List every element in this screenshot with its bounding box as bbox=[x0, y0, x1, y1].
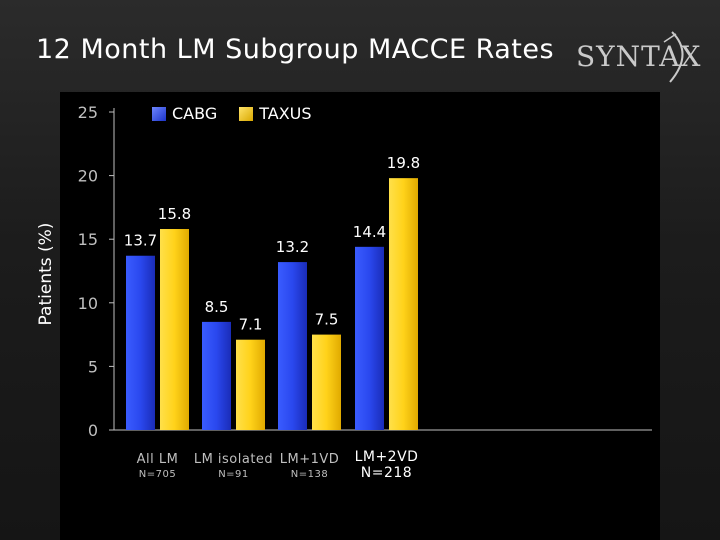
bar-value-label: 13.7 bbox=[124, 232, 157, 250]
bar-value-label: 7.1 bbox=[239, 316, 263, 334]
bar-cabg-0 bbox=[126, 255, 155, 430]
bar-value-label: 13.2 bbox=[276, 238, 309, 256]
category-sample-size: N=705 bbox=[138, 469, 177, 480]
category-sample-size: N=138 bbox=[290, 469, 329, 480]
category-name: LM+2VD bbox=[354, 449, 419, 465]
y-tick-label: 5 bbox=[88, 357, 98, 376]
category-name: LM isolated bbox=[193, 452, 274, 467]
legend-label-taxus: TAXUS bbox=[259, 104, 312, 123]
slide-title: 12 Month LM Subgroup MACCE Rates bbox=[36, 34, 555, 65]
category-sample-size: N=91 bbox=[218, 469, 249, 480]
category-sample-size: N=218 bbox=[360, 465, 413, 481]
bar-cabg-2 bbox=[278, 262, 307, 430]
bar-cabg-3 bbox=[355, 246, 384, 430]
category-name: All LM bbox=[136, 452, 179, 467]
bar-taxus-2 bbox=[312, 334, 341, 430]
legend-swatch-cabg bbox=[152, 106, 166, 121]
legend-item-cabg: CABG bbox=[152, 104, 217, 123]
bar-cabg-1 bbox=[202, 321, 231, 430]
bar-taxus-1 bbox=[236, 339, 265, 430]
chart-legend: CABG TAXUS bbox=[152, 104, 334, 123]
bar-taxus-0 bbox=[160, 229, 189, 430]
legend-swatch-taxus bbox=[239, 106, 254, 121]
y-tick-label: 10 bbox=[78, 294, 98, 313]
bar-taxus-3 bbox=[389, 178, 418, 430]
category-name: LM+1VD bbox=[279, 452, 340, 467]
bar-value-label: 19.8 bbox=[387, 154, 420, 172]
y-tick-label: 20 bbox=[78, 167, 98, 186]
bar-value-label: 14.4 bbox=[353, 223, 386, 241]
x-category-label: LM+1VD N=138 bbox=[280, 452, 340, 480]
y-tick-label: 15 bbox=[78, 230, 98, 249]
syntax-logo: SYNTAX bbox=[572, 28, 700, 84]
legend-label-cabg: CABG bbox=[172, 104, 218, 123]
y-tick-label: 25 bbox=[78, 103, 98, 122]
bar-value-label: 8.5 bbox=[205, 298, 229, 316]
y-tick-label: 0 bbox=[88, 421, 98, 440]
legend-item-taxus: TAXUS bbox=[239, 104, 312, 123]
x-category-label: All LM N=705 bbox=[137, 452, 179, 480]
logo-swoosh-icon bbox=[663, 31, 684, 83]
x-category-label: LM isolated N=91 bbox=[194, 452, 273, 480]
bar-value-label: 7.5 bbox=[315, 311, 339, 329]
bar-value-label: 15.8 bbox=[158, 205, 191, 223]
x-category-label: LM+2VD N=218 bbox=[355, 449, 419, 481]
